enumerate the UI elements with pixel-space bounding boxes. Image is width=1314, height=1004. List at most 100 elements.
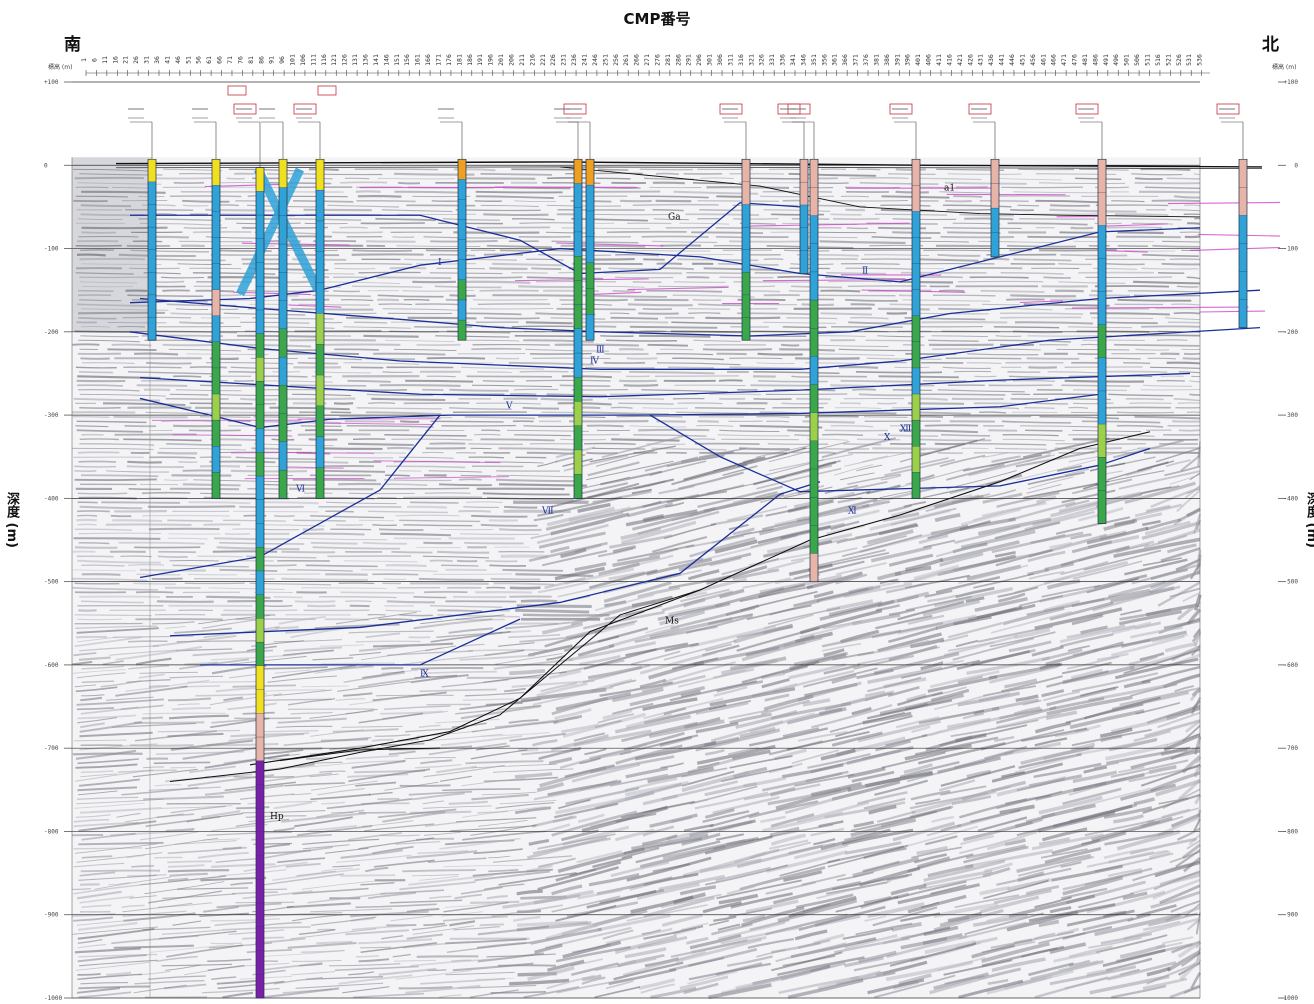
reflector-stroke — [77, 714, 137, 720]
reflector-stroke — [990, 194, 1071, 198]
reflector-stroke — [136, 591, 174, 594]
reflector-stroke — [333, 456, 394, 459]
reflector-stroke — [551, 696, 608, 716]
borehole-segment — [278, 385, 288, 415]
reflector-stroke — [961, 447, 989, 450]
reflector-stroke — [609, 534, 673, 549]
reflector-stroke — [182, 199, 230, 203]
reflector-stroke — [548, 669, 582, 680]
reflector-stroke — [857, 719, 942, 743]
reflector-stroke — [1038, 837, 1071, 846]
reflector-stroke — [1026, 357, 1080, 360]
reflector-stroke — [167, 697, 211, 702]
reflector-stroke — [1013, 191, 1099, 194]
reflector-stroke — [1001, 675, 1063, 693]
reflector-stroke — [1166, 177, 1201, 180]
reflector-stroke — [922, 599, 980, 617]
reflector-stroke — [438, 994, 462, 998]
cmp-tick-label: 46 — [174, 56, 182, 64]
reflector-stroke — [551, 884, 583, 896]
reflector-stroke — [528, 541, 608, 563]
borehole-label-box — [233, 103, 257, 115]
reflector-stroke — [1143, 451, 1201, 455]
reflector-stroke — [866, 529, 914, 545]
cmp-tick-label: 421 — [956, 54, 964, 66]
reflector-stroke — [677, 402, 723, 405]
reflector-stroke — [402, 290, 475, 292]
reflector-stroke — [638, 978, 676, 990]
reflector-stroke — [368, 402, 396, 404]
reflector-stroke — [335, 611, 417, 625]
reflector-stroke — [629, 325, 718, 329]
reflector-stroke — [230, 469, 308, 473]
reflector-stroke — [113, 415, 188, 419]
reflector-stroke — [876, 571, 902, 581]
reflector-stroke — [128, 664, 170, 670]
reflector-stroke — [1046, 695, 1133, 716]
reflector-stroke — [904, 743, 972, 761]
reflector-stroke — [980, 289, 1045, 294]
reflector-stroke — [211, 654, 297, 661]
reflector-stroke — [675, 937, 762, 963]
reflector-stroke — [642, 834, 678, 846]
reflector-stroke — [911, 846, 962, 859]
reflector-stroke — [372, 642, 454, 648]
reflector-stroke — [491, 904, 563, 918]
reflector-stroke — [417, 850, 469, 855]
reflector-stroke — [79, 299, 122, 302]
reflector-stroke — [480, 438, 555, 442]
reflector-stroke — [977, 816, 1028, 832]
reflector-stroke — [378, 528, 424, 531]
reflector-stroke — [72, 577, 148, 582]
reflector-stroke — [298, 303, 370, 306]
reflector-stroke — [1176, 600, 1202, 621]
reflector-stroke — [1184, 204, 1201, 207]
reflector-stroke — [1069, 709, 1145, 730]
reflector-stroke — [1110, 714, 1178, 734]
reflector-stroke — [73, 847, 143, 850]
reflector-stroke — [184, 964, 244, 976]
reflector-stroke — [209, 693, 282, 706]
reflector-stroke — [983, 685, 1037, 697]
reflector-stroke — [1186, 839, 1201, 850]
reflector-stroke — [77, 451, 120, 454]
reflector-stroke — [460, 474, 492, 477]
cmp-tick-label: 16 — [111, 56, 119, 64]
reflector-stroke — [348, 630, 434, 634]
reflector-stroke — [161, 420, 213, 422]
reflector-stroke — [709, 687, 796, 707]
reflector-stroke — [742, 914, 766, 923]
reflector-stroke — [128, 564, 164, 566]
reflector-stroke — [760, 699, 811, 715]
borehole-segment — [809, 328, 819, 357]
reflector-stroke — [113, 944, 194, 949]
reflector-stroke — [777, 956, 865, 976]
reflector-stroke — [862, 535, 907, 549]
cmp-tick-label: 206 — [507, 54, 515, 66]
reflector-stroke — [681, 770, 750, 793]
borehole-column — [259, 108, 288, 499]
reflector-stroke — [597, 547, 634, 558]
borehole-segment — [799, 159, 809, 183]
reflector-stroke — [429, 559, 453, 563]
reflector-stroke — [471, 763, 557, 769]
reflector-stroke — [464, 691, 525, 697]
reflector-stroke — [343, 560, 418, 563]
reflector-stroke — [987, 978, 1009, 986]
reflector-stroke — [713, 915, 737, 922]
reflector-stroke — [990, 930, 1074, 949]
reflector-stroke — [443, 864, 523, 868]
reflector-stroke — [1004, 678, 1038, 689]
reflector-stroke — [121, 904, 145, 909]
reflector-stroke — [237, 334, 318, 338]
reflector-stroke — [983, 489, 1017, 499]
reflector-stroke — [736, 626, 820, 652]
reflector-stroke — [329, 744, 374, 751]
reflector-stroke — [559, 743, 647, 769]
reflector-stroke — [72, 752, 143, 756]
reflector-stroke — [634, 741, 717, 761]
reflector-stroke — [833, 464, 874, 476]
reflector-stroke — [840, 195, 870, 198]
reflector-stroke — [81, 362, 135, 364]
reflector-stroke — [277, 717, 347, 724]
